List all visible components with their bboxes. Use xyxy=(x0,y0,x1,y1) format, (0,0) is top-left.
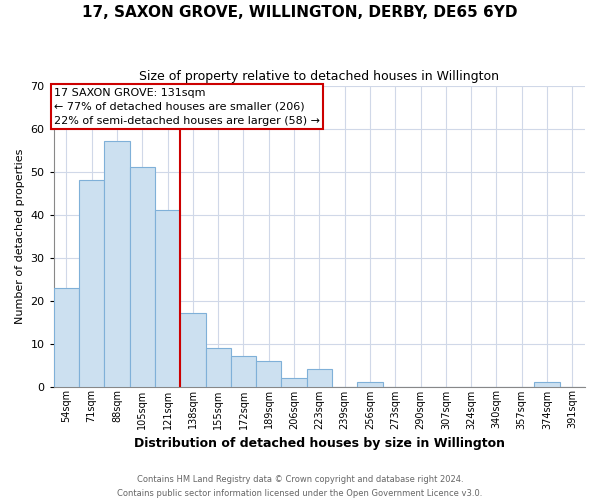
Bar xyxy=(307,370,332,386)
Bar xyxy=(155,210,180,386)
Bar xyxy=(54,288,79,386)
Y-axis label: Number of detached properties: Number of detached properties xyxy=(15,148,25,324)
Bar xyxy=(130,167,155,386)
Text: 17 SAXON GROVE: 131sqm
← 77% of detached houses are smaller (206)
22% of semi-de: 17 SAXON GROVE: 131sqm ← 77% of detached… xyxy=(54,88,320,126)
Title: Size of property relative to detached houses in Willington: Size of property relative to detached ho… xyxy=(139,70,499,83)
Bar xyxy=(358,382,383,386)
Bar xyxy=(281,378,307,386)
Bar xyxy=(79,180,104,386)
Bar xyxy=(206,348,231,387)
Bar xyxy=(104,142,130,386)
Text: Contains HM Land Registry data © Crown copyright and database right 2024.
Contai: Contains HM Land Registry data © Crown c… xyxy=(118,476,482,498)
X-axis label: Distribution of detached houses by size in Willington: Distribution of detached houses by size … xyxy=(134,437,505,450)
Bar xyxy=(535,382,560,386)
Text: 17, SAXON GROVE, WILLINGTON, DERBY, DE65 6YD: 17, SAXON GROVE, WILLINGTON, DERBY, DE65… xyxy=(82,5,518,20)
Bar xyxy=(231,356,256,386)
Bar xyxy=(180,314,206,386)
Bar xyxy=(256,360,281,386)
